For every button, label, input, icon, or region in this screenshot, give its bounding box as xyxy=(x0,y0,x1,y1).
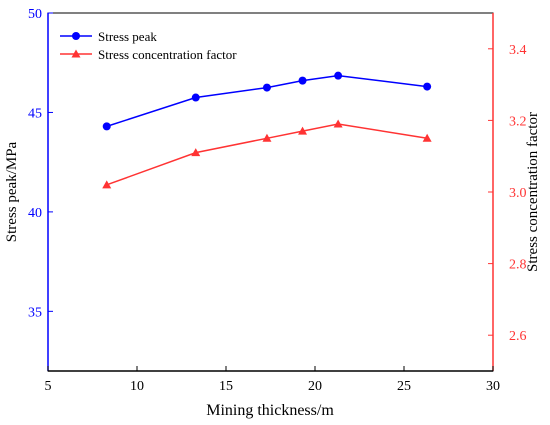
y-tick-label: 35 xyxy=(28,305,42,320)
y-tick-label: 50 xyxy=(28,7,42,22)
x-tick-label: 25 xyxy=(397,379,411,394)
series-layer xyxy=(102,71,432,189)
y2-tick-label: 2.6 xyxy=(509,329,527,344)
data-point xyxy=(423,82,432,91)
legend-marker-stress-peak xyxy=(72,32,80,40)
x-tick-label: 30 xyxy=(486,379,500,394)
y2-tick-label: 3.2 xyxy=(509,114,527,129)
data-point xyxy=(298,126,308,135)
data-point xyxy=(262,133,272,142)
data-point xyxy=(333,119,343,128)
data-point xyxy=(422,133,432,142)
plot-frame xyxy=(47,12,494,372)
y2-tick-label: 3.0 xyxy=(509,186,527,201)
data-point xyxy=(102,180,112,189)
y2-tick-label: 2.8 xyxy=(509,258,527,273)
y-tick-label: 45 xyxy=(28,106,42,121)
x-tick-label: 5 xyxy=(45,379,52,394)
legend-label-stress-concentration: Stress concentration factor xyxy=(98,47,237,62)
y2-axis-title: Stress concentration factor xyxy=(525,112,541,272)
x-tick-label: 15 xyxy=(219,379,233,394)
data-point xyxy=(102,122,111,131)
data-point xyxy=(334,71,343,80)
legend-marker-stress-concentration xyxy=(71,49,81,58)
data-point xyxy=(191,93,200,102)
x-tick-label: 10 xyxy=(130,379,144,394)
legend-label-stress-peak: Stress peak xyxy=(98,29,157,44)
legend: Stress peak Stress concentration factor xyxy=(60,29,237,62)
y2-tick-label: 3.4 xyxy=(509,43,527,58)
y-tick-label: 40 xyxy=(28,206,42,221)
data-point xyxy=(298,76,307,85)
data-point xyxy=(262,83,271,92)
ticks-layer: 5 10 15 20 25 30 35 40 45 50 2.6 2.8 3.0 3.2 3.4 xyxy=(28,7,527,394)
x-tick-label: 20 xyxy=(308,379,322,394)
data-point xyxy=(191,148,201,157)
series-line-1 xyxy=(106,123,428,186)
y-axis-title: Stress peak/MPa xyxy=(4,141,20,242)
x-axis-title: Mining thickness/m xyxy=(206,402,334,419)
series-line-0 xyxy=(106,74,428,128)
